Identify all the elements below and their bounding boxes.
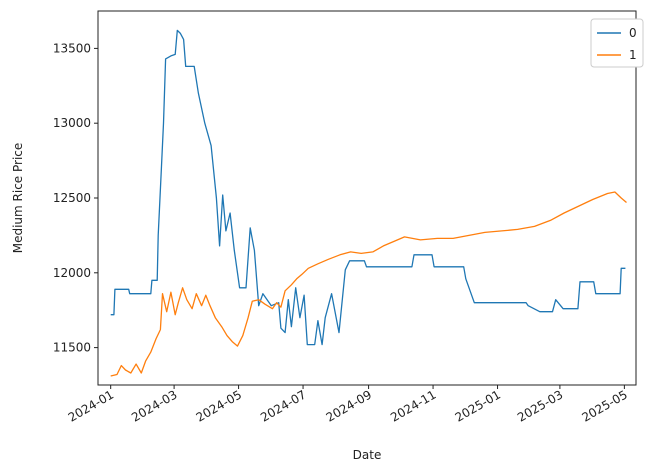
x-axis: 2024-01 2024-03 2024-05 2024-07 2024-09 2024-… [66, 385, 630, 425]
legend: 01 [590, 18, 644, 68]
y-tick-label: 13500 [53, 41, 91, 55]
x-tick-label: 2024-01 [66, 387, 116, 424]
plot-lines [110, 29, 627, 377]
y-tick-label: 12000 [53, 266, 91, 280]
x-tick-label: 2025-01 [453, 387, 503, 424]
plot-frame [97, 10, 637, 386]
legend-label-1: 1 [629, 48, 637, 62]
y-tick-label: 11500 [53, 341, 91, 355]
x-tick-label: 2024-11 [388, 387, 438, 424]
y-axis: 11500 12000 12500 13000 13500 [53, 41, 98, 355]
series-line-0 [110, 29, 626, 346]
x-axis-title: Date [353, 448, 382, 462]
x-tick-label: 2024-09 [324, 387, 374, 424]
legend-label-0: 0 [629, 26, 637, 40]
x-tick-label: 2024-05 [194, 387, 244, 424]
y-axis-title: Medium Rice Price [11, 143, 25, 254]
x-tick-label: 2024-07 [258, 387, 308, 424]
y-tick-label: 12500 [53, 191, 91, 205]
series-line-1 [110, 191, 627, 377]
x-tick-label: 2024-03 [129, 387, 179, 424]
x-tick-label: 2025-05 [579, 387, 629, 424]
y-tick-label: 13000 [53, 116, 91, 130]
x-tick-label: 2025-03 [515, 387, 565, 424]
